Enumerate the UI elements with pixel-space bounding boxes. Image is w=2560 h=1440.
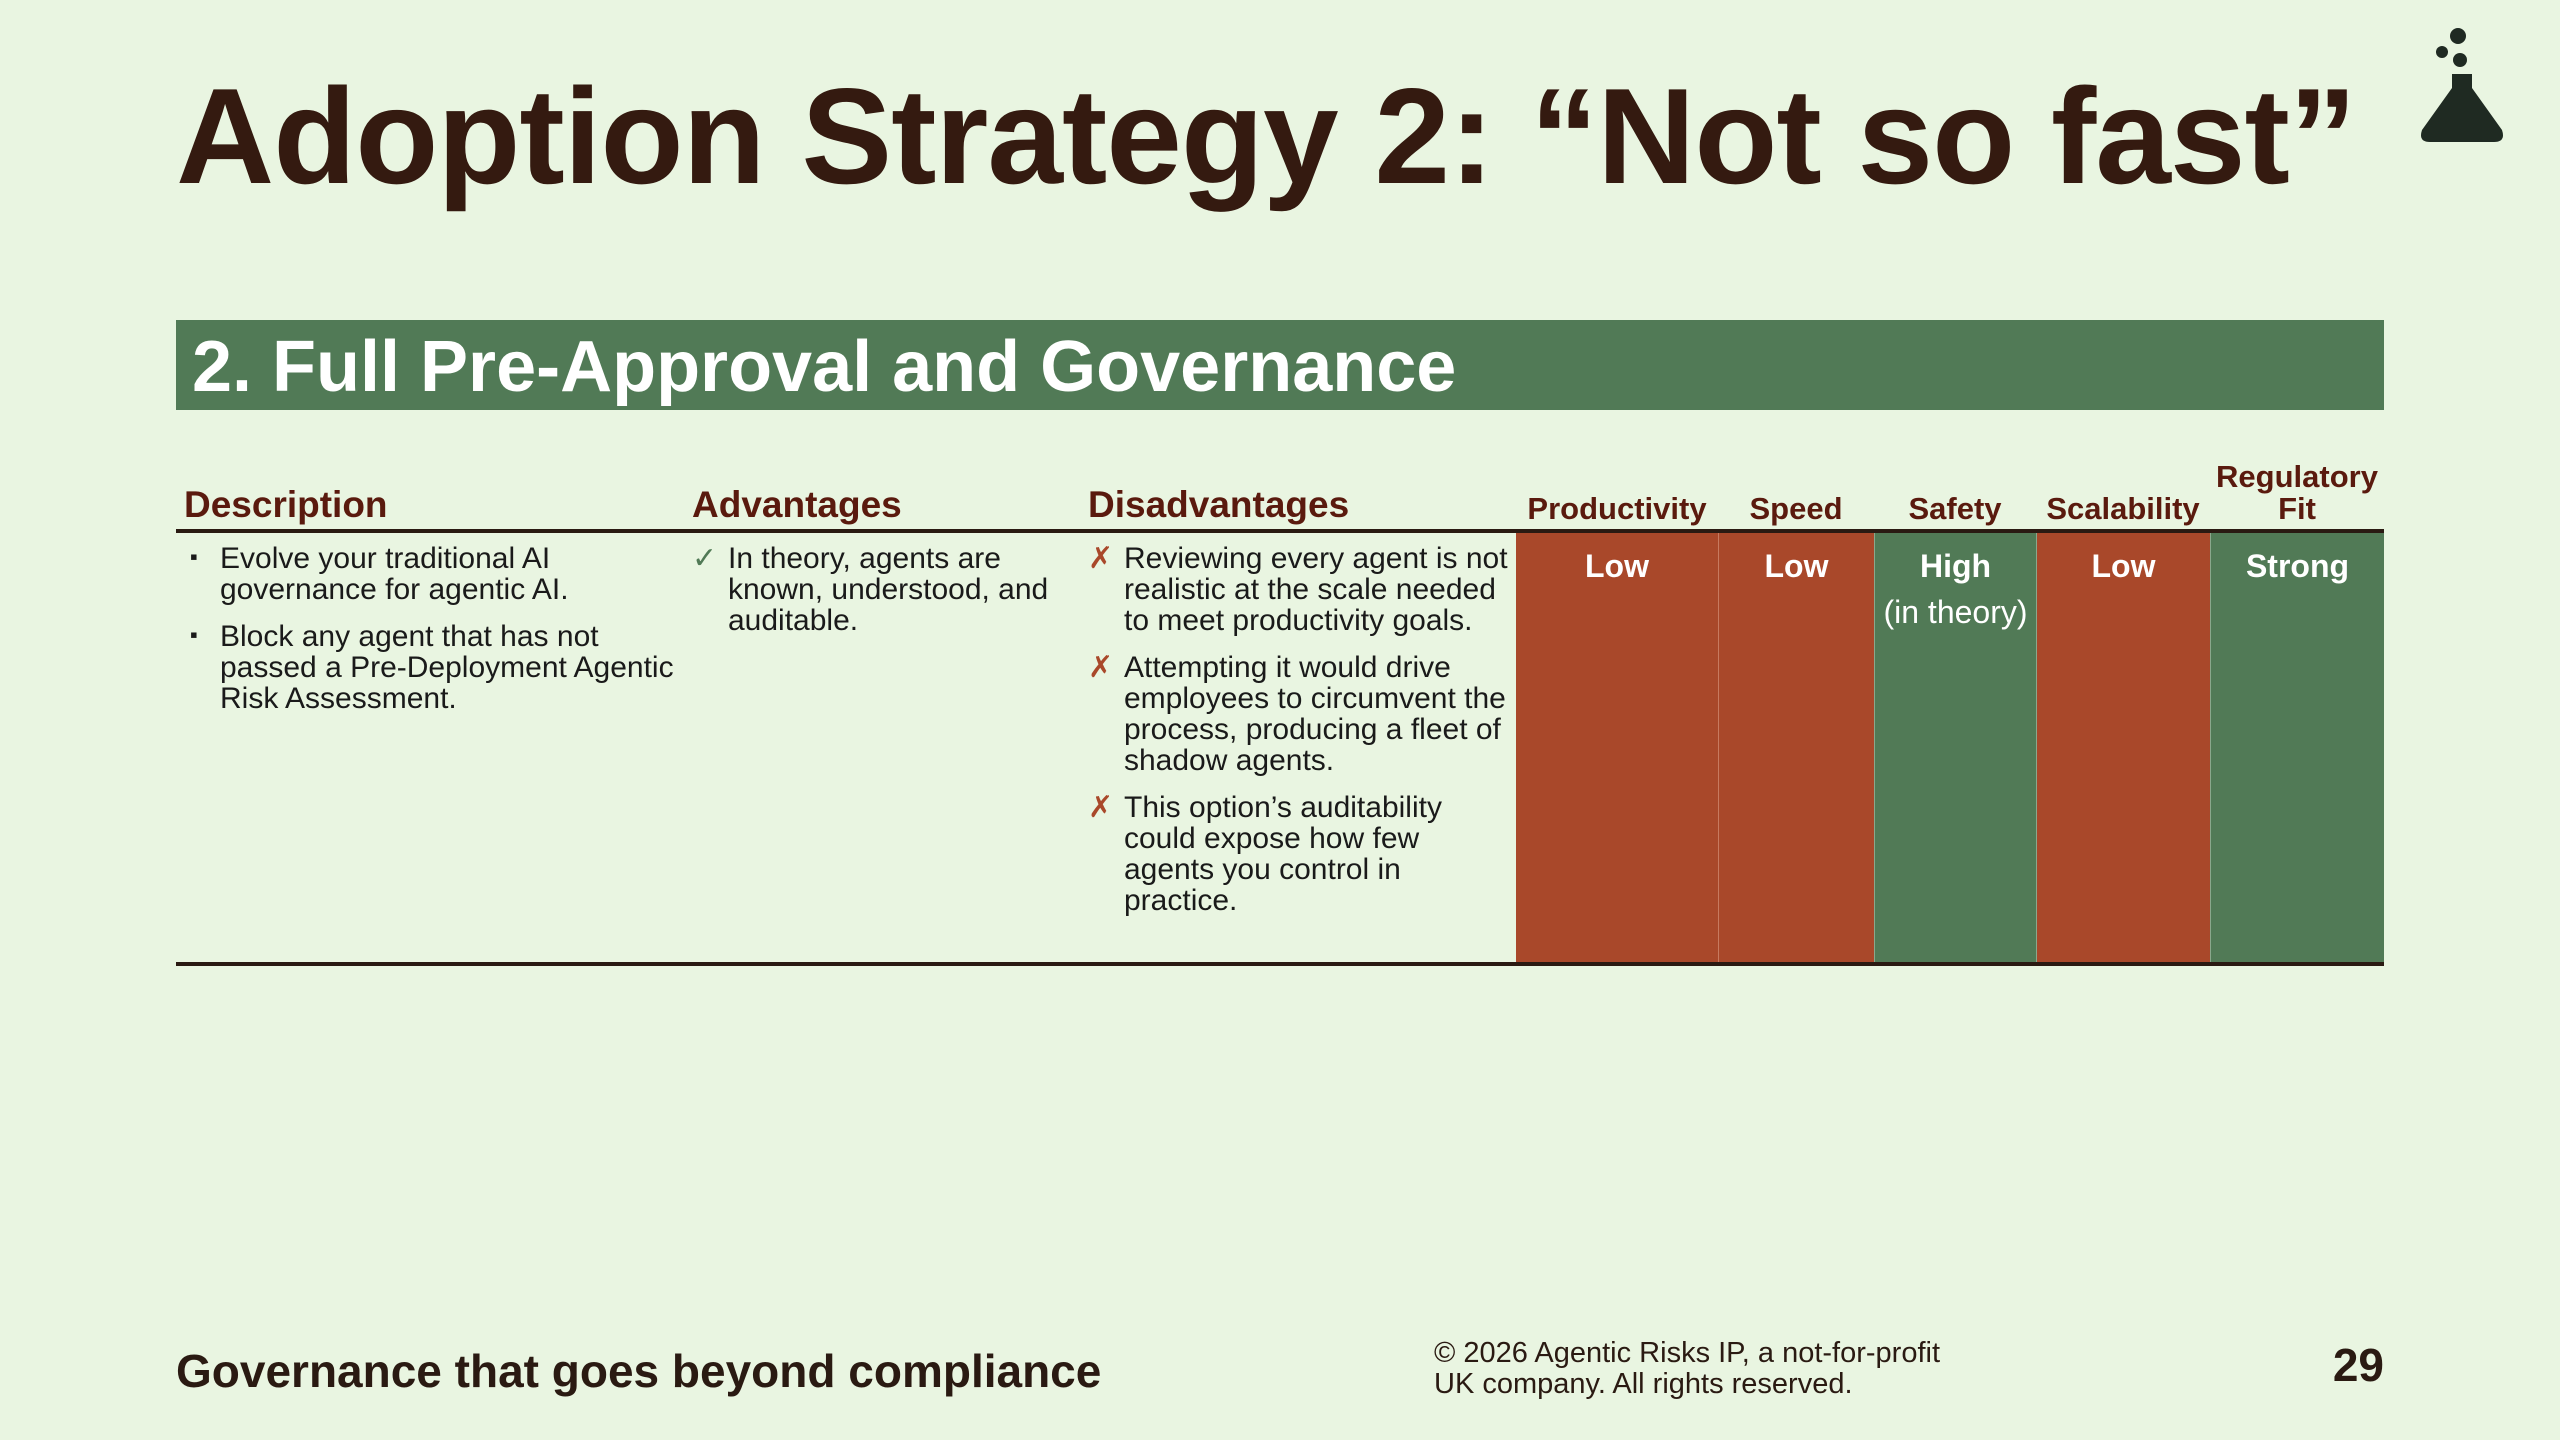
disadvantage-item: ✗ This option’s auditability could expos… bbox=[1088, 792, 1508, 916]
advantage-item: ✓ In theory, agents are known, understoo… bbox=[692, 543, 1082, 636]
bullet-icon: ▪ bbox=[190, 544, 198, 569]
disadvantage-text: Attempting it would drive employees to c… bbox=[1124, 651, 1506, 777]
check-icon: ✓ bbox=[692, 542, 718, 575]
table-header-row: Description Advantages Disadvantages Pro… bbox=[176, 440, 2384, 530]
header-productivity: Productivity bbox=[1527, 491, 1707, 527]
page-number: 29 bbox=[2332, 1339, 2384, 1391]
table-row: ▪ Evolve your traditional AI governance … bbox=[176, 533, 2384, 963]
rating-speed-value: Low bbox=[1764, 548, 1829, 584]
cross-icon: ✗ bbox=[1088, 542, 1114, 575]
rating-regulatory-fit: Strong bbox=[2210, 533, 2384, 963]
copyright-line: UK company. All rights reserved. bbox=[1434, 1368, 1853, 1400]
slide-title: Adoption Strategy 2: “Not so fast” bbox=[176, 60, 2357, 212]
rating-productivity-value: Low bbox=[1585, 548, 1649, 584]
description-cell: ▪ Evolve your traditional AI governance … bbox=[184, 543, 674, 730]
bullet-icon: ▪ bbox=[190, 622, 198, 647]
header-advantages: Advantages bbox=[692, 484, 902, 525]
copyright-line: © 2026 Agentic Risks IP, a not-for-profi… bbox=[1434, 1337, 1941, 1369]
disadvantage-item: ✗ Attempting it would drive employees to… bbox=[1088, 652, 1508, 776]
rating-scalability: Low bbox=[2036, 533, 2210, 963]
cross-icon: ✗ bbox=[1088, 791, 1114, 824]
footer-copyright: © 2026 Agentic Risks IP, a not-for-profi… bbox=[1434, 1338, 1994, 1400]
header-regulatory-fit-line2: Fit bbox=[2278, 491, 2316, 527]
advantage-text: In theory, agents are known, understood,… bbox=[728, 542, 1049, 637]
disadvantages-cell: ✗ Reviewing every agent is not realistic… bbox=[1088, 543, 1508, 932]
table-bottom-divider bbox=[176, 962, 2384, 966]
description-item: ▪ Block any agent that has not passed a … bbox=[184, 621, 674, 714]
header-divider bbox=[176, 529, 2384, 533]
header-speed: Speed bbox=[1749, 491, 1843, 527]
header-disadvantages: Disadvantages bbox=[1088, 484, 1350, 525]
header-scalability: Scalability bbox=[2046, 491, 2200, 527]
disadvantage-text: Reviewing every agent is not realistic a… bbox=[1124, 542, 1508, 637]
description-item: ▪ Evolve your traditional AI governance … bbox=[184, 543, 674, 605]
rating-scalability-value: Low bbox=[2091, 548, 2156, 584]
advantages-cell: ✓ In theory, agents are known, understoo… bbox=[692, 543, 1082, 652]
header-safety: Safety bbox=[1908, 491, 2002, 527]
description-text: Block any agent that has not passed a Pr… bbox=[220, 620, 674, 715]
disadvantage-text: This option’s auditability could expose … bbox=[1124, 791, 1442, 917]
flask-icon bbox=[2421, 28, 2503, 142]
header-regulatory-fit-line1: Regulatory bbox=[2216, 458, 2378, 494]
rating-safety-value: High bbox=[1919, 548, 1992, 584]
rating-regulatory-fit-value: Strong bbox=[2245, 548, 2350, 584]
rating-speed: Low bbox=[1718, 533, 1874, 963]
header-regulatory-fit: Regulatory Fit bbox=[2210, 458, 2384, 527]
rating-safety-note: (in theory) bbox=[1883, 594, 2028, 630]
section-title: 2. Full Pre-Approval and Governance bbox=[192, 327, 1457, 407]
footer-tagline: Governance that goes beyond compliance bbox=[176, 1345, 1102, 1397]
description-text: Evolve your traditional AI governance fo… bbox=[220, 542, 569, 606]
rating-safety: High (in theory) bbox=[1874, 533, 2036, 963]
disadvantage-item: ✗ Reviewing every agent is not realistic… bbox=[1088, 543, 1508, 636]
header-description: Description bbox=[184, 484, 388, 525]
cross-icon: ✗ bbox=[1088, 651, 1114, 684]
section-banner: 2. Full Pre-Approval and Governance bbox=[176, 320, 2384, 410]
rating-productivity: Low bbox=[1516, 533, 1718, 963]
